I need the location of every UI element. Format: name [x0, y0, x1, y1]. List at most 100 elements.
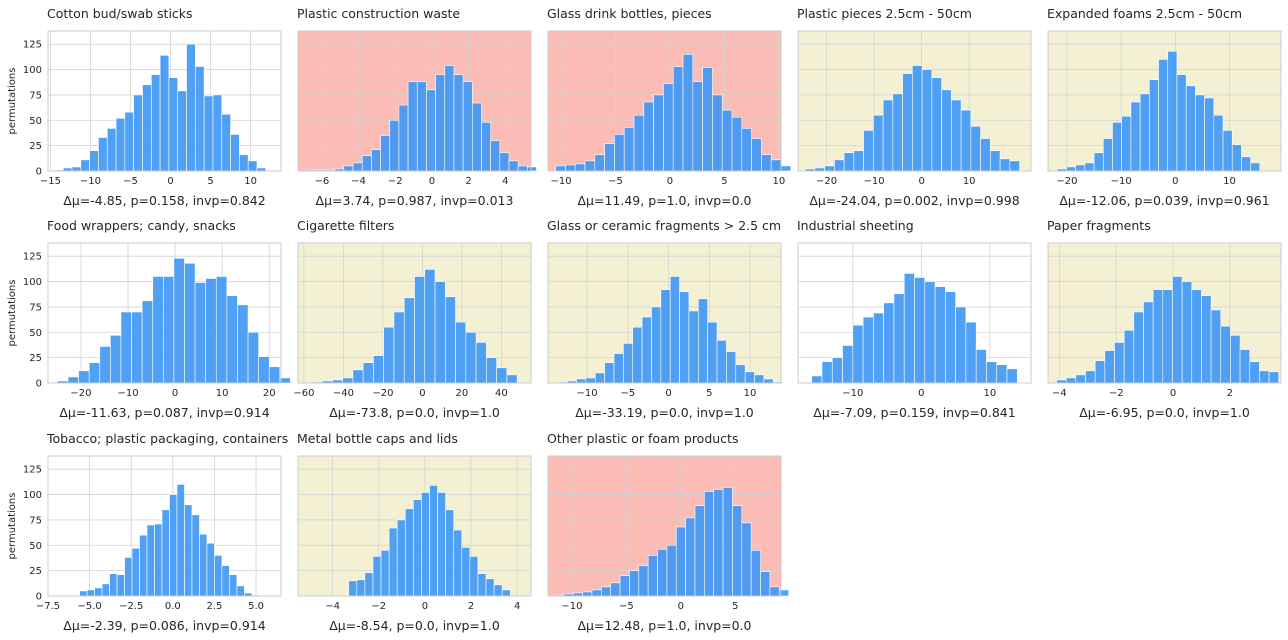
x-tick-label: −10 — [1111, 176, 1132, 187]
histogram-bar — [177, 90, 187, 172]
histogram-bar — [1201, 295, 1212, 384]
histogram-bar — [834, 159, 845, 172]
histogram-panel: −4 −2 0 2 4 Metal bottle caps and lids Δμ=-8.5… — [297, 431, 532, 633]
histogram-bar — [633, 114, 645, 172]
histogram-bar — [903, 273, 915, 384]
histogram-bar — [380, 550, 390, 597]
histogram-bar — [380, 135, 391, 172]
histogram-bar — [722, 487, 733, 597]
x-tick-label: −10 — [561, 601, 582, 612]
histogram-bar — [601, 586, 612, 597]
histogram-bar — [893, 293, 905, 384]
histogram-bar — [1268, 371, 1280, 384]
histogram-bar — [435, 74, 446, 172]
histogram-bar — [176, 484, 185, 597]
histogram-bar — [863, 130, 874, 172]
histogram-bar — [445, 296, 456, 384]
x-axis-label: Δμ=-4.85, p=0.158, invp=0.842 — [63, 193, 265, 208]
histogram-bar — [426, 89, 436, 172]
histogram-bar — [79, 590, 88, 597]
histogram-bar — [527, 166, 537, 172]
histogram-bar — [455, 321, 467, 384]
x-tick-label: −2 — [1109, 388, 1124, 399]
histogram-bar — [139, 534, 148, 597]
x-tick-label: −5.0 — [77, 601, 101, 612]
histogram-bar — [343, 165, 354, 172]
histogram-bar — [931, 77, 942, 172]
histogram-bar — [1191, 289, 1202, 384]
histogram-bar — [675, 526, 686, 597]
x-tick-label: 2.5 — [206, 601, 222, 612]
x-tick-label: 0 — [678, 601, 684, 612]
histogram-bar — [623, 127, 635, 172]
histogram-bar — [882, 99, 894, 172]
x-tick-label: 10 — [216, 388, 229, 399]
plot-frame — [547, 455, 782, 597]
histogram-bar — [499, 152, 510, 172]
histogram-bar — [712, 94, 723, 172]
y-tick-label: 125 — [23, 252, 42, 263]
histogram-bar — [660, 289, 671, 384]
histogram-bar — [704, 491, 715, 597]
x-tick-label: 4 — [514, 601, 520, 612]
histogram-bar — [1065, 377, 1077, 384]
histogram-bar — [663, 83, 674, 172]
histogram-panel: −20 −10 0 10 Expanded foams 2.5cm - 50cm Δμ=-… — [1047, 6, 1282, 208]
histogram-bar — [199, 533, 208, 597]
histogram-bar — [716, 340, 727, 384]
histogram-bar — [1085, 370, 1096, 384]
histogram-bar — [651, 306, 662, 384]
y-tick-label: 75 — [29, 515, 42, 526]
x-tick-label: −40 — [333, 388, 354, 399]
histogram-bar — [508, 160, 519, 172]
x-tick-label: 10 — [963, 176, 976, 187]
histogram-bar — [1075, 164, 1086, 172]
histogram-panel: −10 0 10 Industrial sheeting Δμ=-7.09, p=0.1… — [797, 218, 1032, 420]
x-tick-label: 2 — [468, 601, 474, 612]
histogram-bar — [239, 154, 249, 172]
histogram-bar — [361, 155, 372, 172]
histogram-bar — [152, 276, 164, 384]
histogram-bar — [124, 111, 134, 172]
histogram-bar — [955, 306, 967, 384]
plot-frame — [547, 30, 782, 172]
x-tick-label: 0 — [422, 601, 428, 612]
histogram-bar — [1133, 311, 1144, 384]
histogram-bar — [666, 544, 677, 597]
x-axis-label: Δμ=-2.39, p=0.086, invp=0.914 — [63, 618, 265, 633]
x-tick-label: 5 — [207, 176, 213, 187]
histogram-bar — [941, 89, 952, 172]
histogram-bar — [951, 99, 962, 172]
histogram-bar — [362, 362, 374, 384]
histogram-bar — [1230, 335, 1241, 384]
histogram-bar — [434, 281, 446, 384]
histogram-bar — [594, 154, 605, 172]
x-axis-label: Δμ=11.49, p=1.0, invp=0.0 — [577, 193, 751, 208]
x-tick-label: 0.0 — [165, 601, 181, 612]
histogram-bar — [921, 69, 933, 172]
histogram-bar — [682, 54, 694, 172]
histogram-bar — [229, 574, 238, 597]
x-axis-label: Δμ=3.74, p=0.987, invp=0.013 — [316, 193, 514, 208]
histogram-bar — [990, 150, 1001, 172]
histogram-bar — [873, 114, 884, 172]
histogram-bar — [475, 342, 487, 384]
x-tick-label: 0 — [667, 176, 673, 187]
x-tick-label: 0 — [167, 176, 173, 187]
histogram-bar — [735, 364, 746, 384]
histogram-bar — [453, 74, 464, 172]
histogram-bar — [429, 485, 438, 597]
histogram-bar — [731, 116, 743, 172]
histogram-bar — [1093, 152, 1104, 172]
x-axis-label: Δμ=12.48, p=1.0, invp=0.0 — [577, 618, 751, 633]
histogram-bar — [133, 94, 143, 172]
histogram-bar — [721, 109, 733, 172]
x-axis-label: Δμ=-33.19, p=0.0, invp=1.0 — [575, 405, 754, 420]
x-tick-label: 0 — [918, 176, 924, 187]
x-tick-label: 40 — [495, 388, 508, 399]
histogram-bar — [88, 362, 101, 384]
histogram-bar — [496, 367, 508, 384]
histogram-bar — [1210, 309, 1222, 384]
histogram-bar — [471, 102, 482, 172]
